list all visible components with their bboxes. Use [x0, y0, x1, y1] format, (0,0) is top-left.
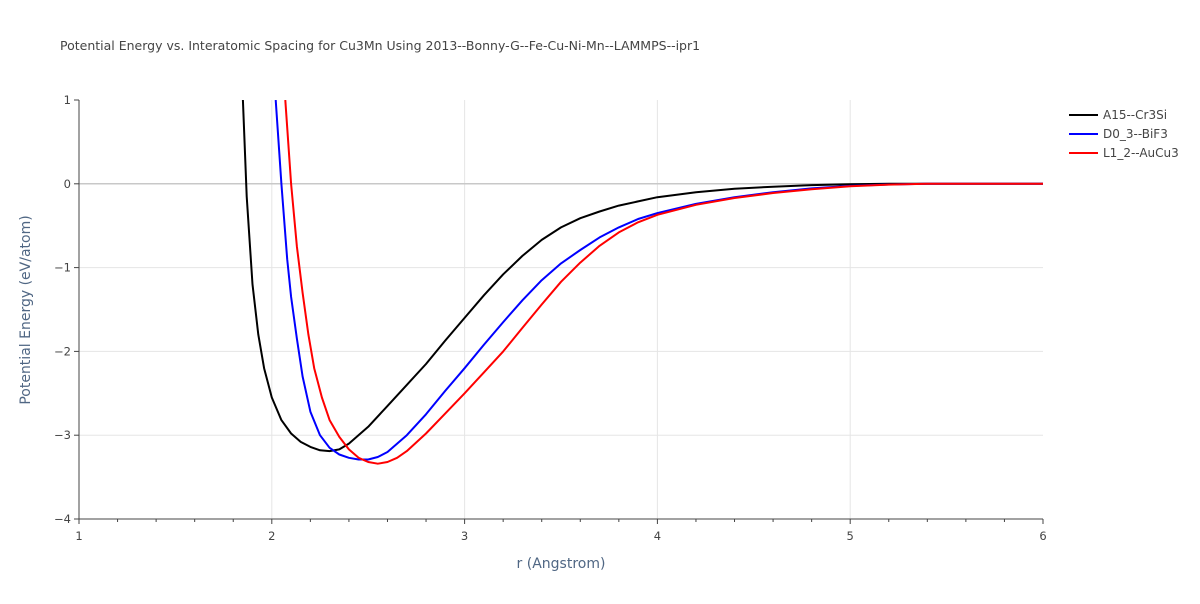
axes: 1 2 3 4 5 6 1 0 −1 −2 −3 −4	[54, 93, 1047, 543]
legend-item-2[interactable]: D0_3--BiF3	[1069, 127, 1168, 141]
x-tick-label: 2	[268, 529, 275, 543]
y-tick-label: 1	[64, 93, 71, 107]
legend-item-3[interactable]: L1_2--AuCu3	[1069, 146, 1179, 160]
series-lines	[241, 100, 1043, 465]
x-tick-label: 1	[75, 529, 82, 543]
legend-item-1[interactable]: A15--Cr3Si	[1069, 108, 1167, 122]
legend-label: D0_3--BiF3	[1103, 127, 1168, 141]
x-tick-label: 4	[654, 529, 661, 543]
x-tick-label: 3	[461, 529, 468, 543]
chart-title: Potential Energy vs. Interatomic Spacing…	[60, 38, 700, 53]
x-axis-title: r (Angstrom)	[517, 556, 606, 572]
y-tick-label: −3	[54, 428, 71, 442]
x-tick-label: 5	[847, 529, 854, 543]
y-tick-label: −4	[54, 512, 71, 526]
series-line-1	[241, 100, 1043, 453]
y-tick-label: 0	[64, 177, 71, 191]
y-axis-title: Potential Energy (eV/atom)	[18, 215, 34, 404]
legend[interactable]: A15--Cr3Si D0_3--BiF3 L1_2--AuCu3	[1069, 108, 1179, 160]
grid	[79, 100, 1043, 519]
legend-label: L1_2--AuCu3	[1103, 146, 1179, 160]
series-line-2	[274, 100, 1043, 461]
y-tick-label: −2	[54, 344, 71, 358]
legend-label: A15--Cr3Si	[1103, 108, 1167, 122]
y-tick-label: −1	[54, 261, 71, 275]
x-tick-label: 6	[1039, 529, 1046, 543]
series-line-3	[284, 100, 1043, 465]
